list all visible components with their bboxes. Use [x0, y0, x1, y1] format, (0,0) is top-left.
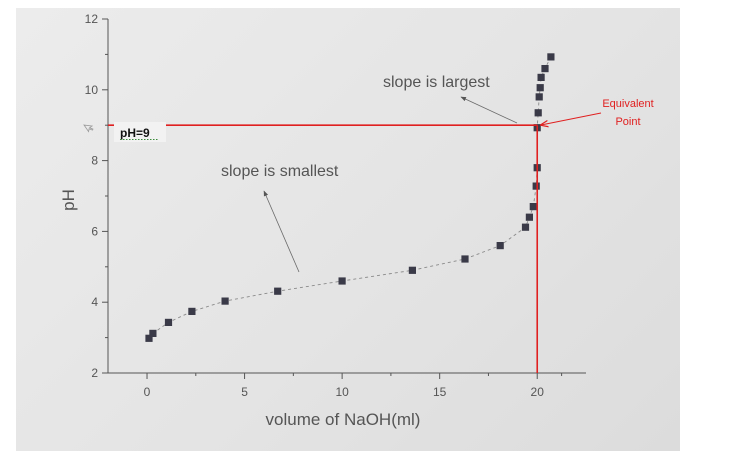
- x-tick-label: 10: [335, 385, 349, 399]
- x-axis-label: volume of NaOH(ml): [266, 410, 421, 429]
- equivalent-point-label-line2: Point: [615, 116, 640, 128]
- data-point: [188, 307, 196, 315]
- ph-label-box: [114, 122, 166, 142]
- data-point: [535, 93, 543, 101]
- data-point: [536, 84, 544, 92]
- data-point: [461, 255, 469, 263]
- data-point: [534, 109, 542, 117]
- equivalent-point-label-line1: Equivalent: [602, 98, 653, 110]
- slope-smallest-arrow: [263, 190, 300, 273]
- ticks: 0 5 10 15 20 2 4 6 8 10 12: [85, 12, 563, 399]
- y-tick-label: 12: [85, 12, 99, 26]
- y-tick-label: 2: [91, 366, 98, 380]
- equivalence-lines: [108, 124, 539, 373]
- slope-smallest-annotation: slope is smallest: [221, 163, 339, 180]
- data-point: [274, 287, 282, 295]
- ph-label: pH=9: [120, 126, 150, 140]
- data-points: [145, 53, 555, 342]
- data-point: [149, 329, 157, 337]
- x-tick-label: 20: [531, 385, 545, 399]
- data-point: [525, 213, 533, 221]
- y-tick-label: 10: [85, 83, 99, 97]
- y-tick-label: 6: [91, 224, 98, 238]
- data-point: [529, 203, 537, 211]
- y-tick-label: 8: [91, 154, 98, 168]
- slope-largest-annotation: slope is largest: [383, 74, 490, 91]
- x-tick-label: 5: [241, 385, 248, 399]
- titration-trend-line: [148, 56, 552, 339]
- titration-chart: 0 5 10 15 20 2 4 6 8 10 12 pH=9 Equivalent Point s…: [59, 12, 654, 429]
- data-point: [537, 73, 545, 81]
- data-point: [541, 65, 549, 73]
- x-tick-label: 0: [144, 385, 151, 399]
- data-point: [496, 242, 504, 250]
- data-point: [164, 318, 173, 326]
- slope-largest-arrow: [460, 96, 518, 124]
- chart-photo-background: 0 5 10 15 20 2 4 6 8 10 12 pH=9 Equivalent Point s…: [16, 8, 680, 451]
- cursor-icon: [83, 124, 94, 133]
- data-point: [408, 266, 416, 274]
- data-point: [521, 223, 530, 231]
- y-axis-label: pH: [59, 189, 78, 211]
- equivalent-point-arrow: [541, 112, 602, 125]
- data-point: [547, 53, 555, 61]
- x-tick-label: 15: [433, 385, 447, 399]
- data-point: [145, 334, 153, 342]
- y-tick-label: 4: [91, 295, 98, 309]
- data-point: [221, 297, 229, 305]
- data-point: [532, 182, 540, 190]
- axes: [107, 19, 586, 374]
- data-point: [338, 277, 346, 285]
